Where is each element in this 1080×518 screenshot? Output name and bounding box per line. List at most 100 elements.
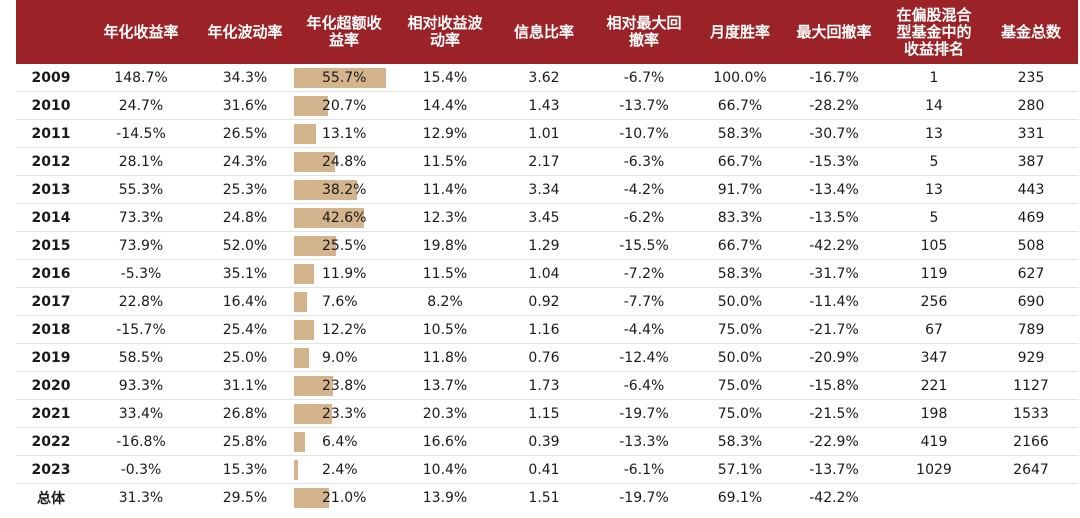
relative-volatility-cell: 12.9%: [422, 125, 468, 142]
relative-volatility-cell: 11.4%: [422, 181, 468, 198]
annual-volatility-cell: 35.1%: [222, 265, 268, 282]
header-excess-return: 年化超额收 益率: [306, 14, 382, 49]
relative-volatility-cell: 20.3%: [422, 405, 468, 422]
excess-return-cell: 6.4%: [294, 428, 394, 455]
relative-volatility-cell: 11.8%: [422, 349, 468, 366]
excess-return-bar: [294, 208, 365, 228]
max-drawdown-cell: -21.7%: [809, 321, 859, 338]
table-row: 2010 24.7% 31.6% 20.7% 14.4% 1.43 -13.7% 66.7% -…: [16, 92, 1078, 120]
relative-max-drawdown-cell: -6.1%: [623, 461, 665, 478]
annual-volatility-cell: 24.8%: [222, 209, 268, 226]
info-ratio-cell: 1.29: [528, 237, 560, 254]
relative-volatility-cell: 8.2%: [427, 293, 463, 310]
year-cell: 2023: [31, 461, 71, 478]
header-monthly-win-rate: 月度胜率: [709, 22, 770, 41]
year-cell: 2011: [31, 125, 71, 142]
fund-count-cell: 443: [1017, 181, 1045, 198]
excess-return-bar: [294, 152, 335, 172]
table-body: 2009 148.7% 34.3% 55.7% 15.4% 3.62 -6.7% 100.0%…: [16, 64, 1078, 512]
excess-return-cell: 7.6%: [294, 288, 394, 315]
relative-volatility-cell: 19.8%: [422, 237, 468, 254]
annual-return-cell: 73.3%: [118, 209, 164, 226]
excess-return-label: 23.8%: [322, 378, 367, 394]
info-ratio-cell: 3.62: [528, 69, 560, 86]
rank-cell: 119: [920, 265, 948, 282]
relative-volatility-cell: 11.5%: [422, 265, 468, 282]
table-row: 2014 73.3% 24.8% 42.6% 12.3% 3.45 -6.2% 83.3% -1…: [16, 204, 1078, 232]
relative-max-drawdown-cell: -13.7%: [619, 97, 669, 114]
excess-return-bar: [294, 320, 315, 340]
excess-return-cell: 38.2%: [294, 176, 394, 203]
info-ratio-cell: 1.16: [528, 321, 560, 338]
monthly-win-rate-cell: 75.0%: [717, 377, 763, 394]
excess-return-label: 11.9%: [322, 266, 367, 282]
annual-return-cell: 24.7%: [118, 97, 164, 114]
excess-return-label: 9.0%: [322, 350, 358, 366]
excess-return-bar: [294, 348, 309, 368]
rank-cell: 347: [920, 349, 948, 366]
excess-return-cell: 2.4%: [294, 456, 394, 483]
year-cell: 2013: [31, 181, 71, 198]
relative-max-drawdown-cell: -15.5%: [619, 237, 669, 254]
year-cell: 2009: [31, 69, 71, 86]
year-cell: 2015: [31, 237, 71, 254]
excess-return-label: 6.4%: [322, 434, 358, 450]
rank-cell: 5: [929, 153, 939, 170]
annual-volatility-cell: 15.3%: [222, 461, 268, 478]
relative-volatility-cell: 13.9%: [422, 490, 468, 506]
relative-max-drawdown-cell: -12.4%: [619, 349, 669, 366]
excess-return-label: 21.0%: [322, 490, 367, 506]
fund-count-cell: 690: [1017, 293, 1045, 310]
excess-return-cell: 11.9%: [294, 260, 394, 287]
max-drawdown-cell: -21.5%: [809, 405, 859, 422]
relative-max-drawdown-cell: -19.7%: [619, 405, 669, 422]
fund-count-cell: 235: [1017, 69, 1045, 86]
year-cell: 2020: [31, 377, 71, 394]
relative-volatility-cell: 15.4%: [422, 69, 468, 86]
excess-return-cell: 12.2%: [294, 316, 394, 343]
max-drawdown-cell: -42.2%: [809, 490, 859, 506]
rank-cell: 14: [925, 97, 943, 114]
relative-volatility-cell: 16.6%: [422, 433, 468, 450]
annual-volatility-cell: 26.8%: [222, 405, 268, 422]
annual-return-cell: -5.3%: [120, 265, 162, 282]
annual-volatility-cell: 25.4%: [222, 321, 268, 338]
header-max-drawdown: 最大回撤率: [796, 22, 872, 41]
table-row: 2011 -14.5% 26.5% 13.1% 12.9% 1.01 -10.7% 58.3%…: [16, 120, 1078, 148]
excess-return-label: 23.3%: [322, 406, 367, 422]
info-ratio-cell: 1.04: [528, 265, 560, 282]
annual-return-cell: 58.5%: [118, 349, 164, 366]
header-relative-max-drawdown: 相对最大回 撤率: [606, 14, 682, 49]
table-row: 2023 -0.3% 15.3% 2.4% 10.4% 0.41 -6.1% 57.1% -13…: [16, 456, 1078, 484]
table-row: 2009 148.7% 34.3% 55.7% 15.4% 3.62 -6.7% 100.0%…: [16, 64, 1078, 92]
info-ratio-cell: 1.43: [528, 97, 560, 114]
relative-max-drawdown-cell: -6.3%: [623, 153, 665, 170]
excess-return-cell: 20.7%: [294, 92, 394, 119]
annual-return-cell: 33.4%: [118, 405, 164, 422]
excess-return-bar: [294, 68, 386, 88]
table-row: 2019 58.5% 25.0% 9.0% 11.8% 0.76 -12.4% 50.0% -2…: [16, 344, 1078, 372]
monthly-win-rate-cell: 66.7%: [717, 237, 763, 254]
relative-max-drawdown-cell: -19.7%: [619, 490, 669, 506]
fund-count-cell: 627: [1017, 265, 1045, 282]
table-row: 2012 28.1% 24.3% 24.8% 11.5% 2.17 -6.3% 66.7% -1…: [16, 148, 1078, 176]
monthly-win-rate-cell: 58.3%: [717, 433, 763, 450]
excess-return-label: 2.4%: [322, 462, 358, 478]
monthly-win-rate-cell: 50.0%: [717, 349, 763, 366]
rank-cell: 256: [920, 293, 948, 310]
header-relative-volatility: 相对收益波 动率: [407, 14, 483, 49]
year-cell: 2012: [31, 153, 71, 170]
monthly-win-rate-cell: 66.7%: [717, 153, 763, 170]
excess-return-bar: [294, 404, 333, 424]
year-cell: 总体: [37, 491, 65, 507]
excess-return-bar: [294, 432, 305, 452]
year-cell: 2016: [31, 265, 71, 282]
relative-max-drawdown-cell: -13.3%: [619, 433, 669, 450]
relative-max-drawdown-cell: -6.7%: [623, 69, 665, 86]
rank-cell: 13: [925, 125, 943, 142]
annual-volatility-cell: 31.1%: [222, 377, 268, 394]
relative-max-drawdown-cell: -7.7%: [623, 293, 665, 310]
excess-return-bar: [294, 292, 307, 312]
excess-return-bar: [294, 460, 298, 480]
annual-volatility-cell: 24.3%: [222, 153, 268, 170]
